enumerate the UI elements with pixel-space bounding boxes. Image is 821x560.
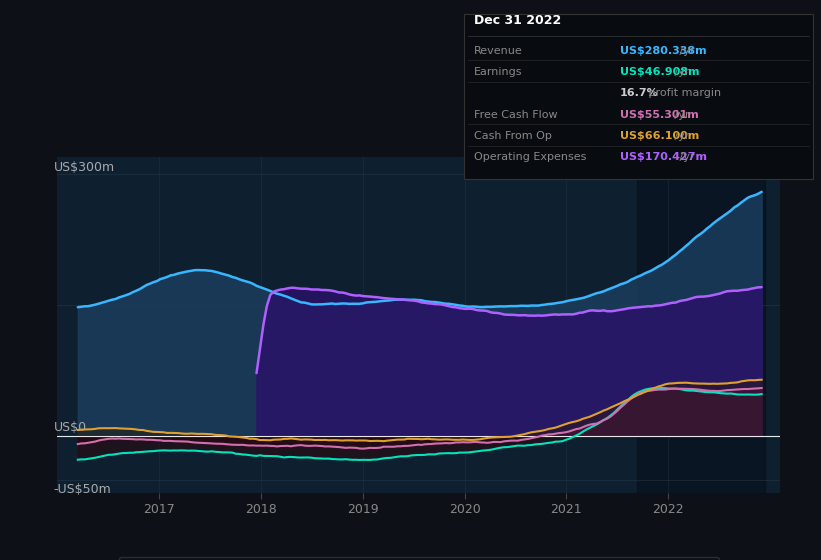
Text: /yr: /yr <box>676 152 695 162</box>
Bar <box>637 157 764 493</box>
Text: US$66.100m: US$66.100m <box>620 131 699 141</box>
Text: -US$50m: -US$50m <box>54 483 112 496</box>
Text: US$46.908m: US$46.908m <box>620 67 699 77</box>
Text: US$55.301m: US$55.301m <box>620 110 699 120</box>
Text: Revenue: Revenue <box>474 46 522 56</box>
Text: US$300m: US$300m <box>54 161 115 174</box>
Text: profit margin: profit margin <box>645 88 722 99</box>
Text: /yr: /yr <box>671 67 690 77</box>
Legend: Revenue, Earnings, Free Cash Flow, Cash From Op, Operating Expenses: Revenue, Earnings, Free Cash Flow, Cash … <box>118 557 719 560</box>
Text: Operating Expenses: Operating Expenses <box>474 152 586 162</box>
Text: US$170.427m: US$170.427m <box>620 152 707 162</box>
Text: /yr: /yr <box>676 46 695 56</box>
Text: /yr: /yr <box>671 110 690 120</box>
Text: 16.7%: 16.7% <box>620 88 658 99</box>
Text: US$280.338m: US$280.338m <box>620 46 707 56</box>
Text: Dec 31 2022: Dec 31 2022 <box>474 14 561 27</box>
Text: Earnings: Earnings <box>474 67 522 77</box>
Text: Free Cash Flow: Free Cash Flow <box>474 110 557 120</box>
Text: Cash From Op: Cash From Op <box>474 131 552 141</box>
Text: US$0: US$0 <box>54 421 87 435</box>
Text: /yr: /yr <box>671 131 690 141</box>
